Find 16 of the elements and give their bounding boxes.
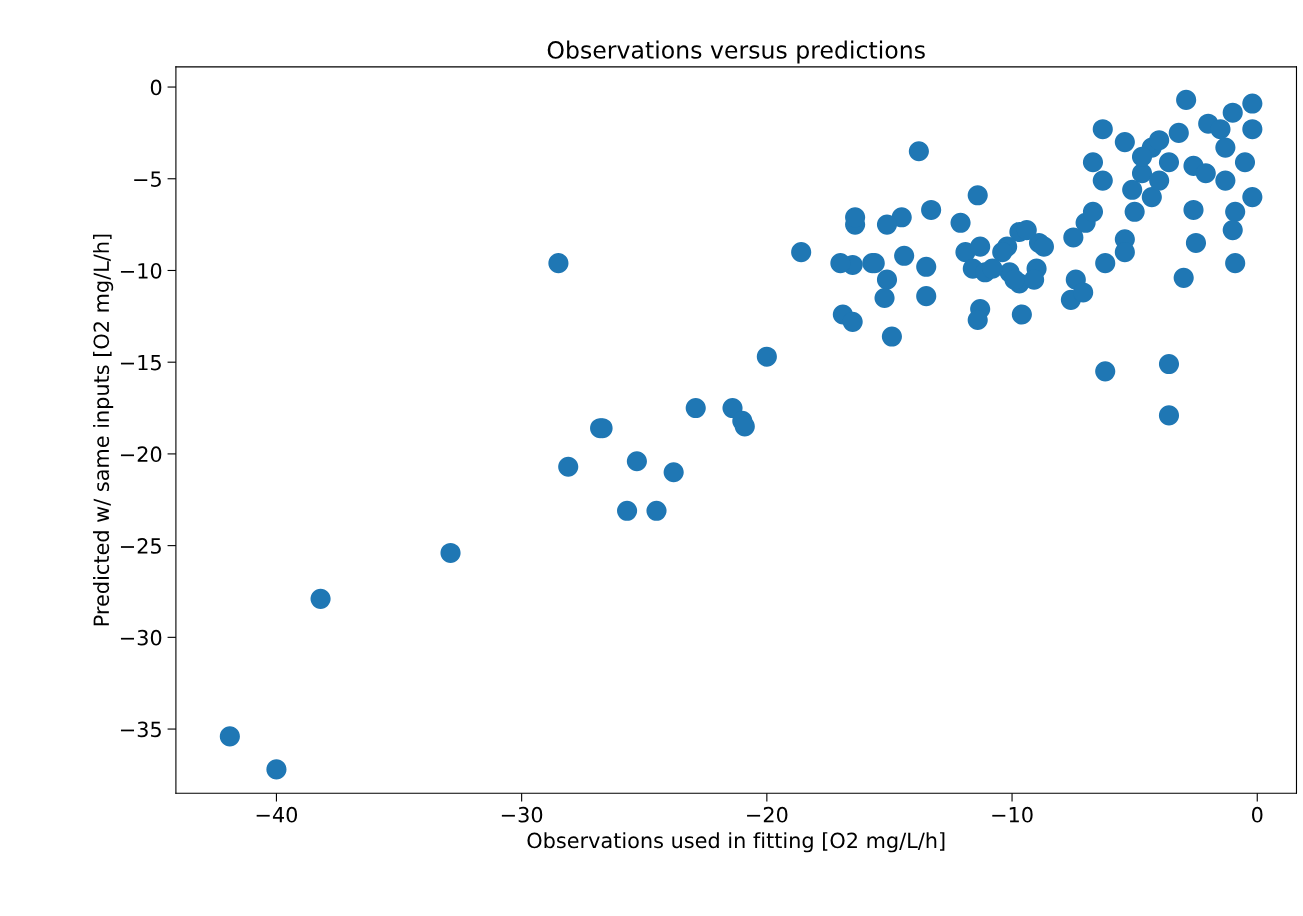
y-tick-label: −25 xyxy=(120,538,161,554)
y-tick-label: −15 xyxy=(120,354,161,371)
x-tick-label: −10 xyxy=(992,806,1033,823)
y-tick-label: −35 xyxy=(120,721,161,738)
y-tick-label: 0 xyxy=(150,79,162,96)
x-axis-title: Observations used in fitting [O2 mg/L/h] xyxy=(527,832,945,853)
y-tick-label: −10 xyxy=(120,262,162,279)
y-tick-label: −20 xyxy=(120,446,162,463)
x-tick-label: −40 xyxy=(256,806,298,823)
y-tick-label: −30 xyxy=(120,629,162,646)
y-axis-title: Predicted w/ same inputs [O2 mg/L/h] xyxy=(93,234,114,626)
x-tick-label: −20 xyxy=(747,806,788,823)
x-tick-label: 0 xyxy=(1252,806,1263,823)
x-tick-label: −30 xyxy=(501,806,543,823)
y-tick-label: −5 xyxy=(134,171,161,187)
chart-title: Observations versus predictions xyxy=(547,40,925,64)
